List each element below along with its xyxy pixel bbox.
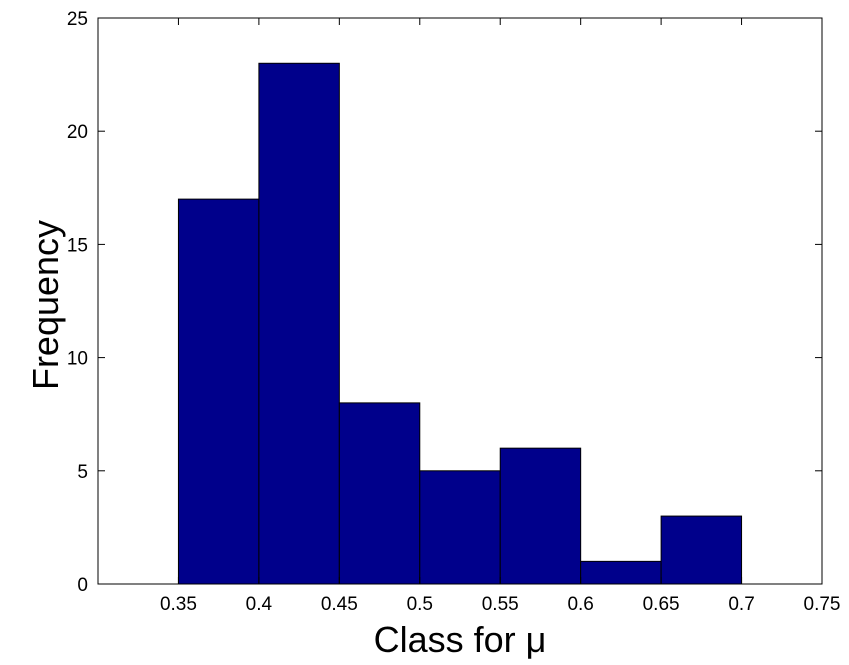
histogram-bar: [338, 402, 421, 585]
x-tick-label: 0.35: [160, 594, 197, 615]
y-tick-label: 25: [67, 9, 88, 30]
histogram-bar: [258, 62, 340, 585]
histogram-bar: [177, 198, 260, 585]
y-tick-label: 5: [77, 462, 88, 483]
x-tick-label: 0.6: [567, 594, 593, 615]
y-axis-title: Frequency: [25, 220, 66, 390]
x-tick-label: 0.4: [246, 594, 273, 615]
plot-area-frame: [97, 17, 823, 585]
y-tick-label: 0: [77, 575, 88, 596]
y-tick-label: 20: [67, 122, 88, 143]
histogram-bar: [419, 470, 501, 585]
x-tick-label: 0.75: [804, 594, 841, 615]
x-tick-label: 0.45: [321, 594, 358, 615]
histogram-bar: [499, 447, 582, 585]
x-tick-label: 0.65: [643, 594, 680, 615]
x-tick-label: 0.7: [728, 594, 754, 615]
histogram-bar: [660, 515, 743, 585]
y-axis: 0 5 10 15 20 25: [67, 9, 822, 596]
x-tick-label: 0.5: [407, 594, 433, 615]
x-tick-label: 0.55: [482, 594, 519, 615]
x-axis-title: Class for μ: [374, 619, 547, 660]
histogram-bar: [580, 560, 662, 585]
y-tick-label: 10: [67, 349, 88, 370]
x-axis: 0.35 0.4 0.45 0.5 0.55 0.6 0.65 0.7 0.75: [160, 18, 841, 615]
y-tick-label: 15: [67, 235, 88, 256]
bars-group: [177, 62, 743, 585]
